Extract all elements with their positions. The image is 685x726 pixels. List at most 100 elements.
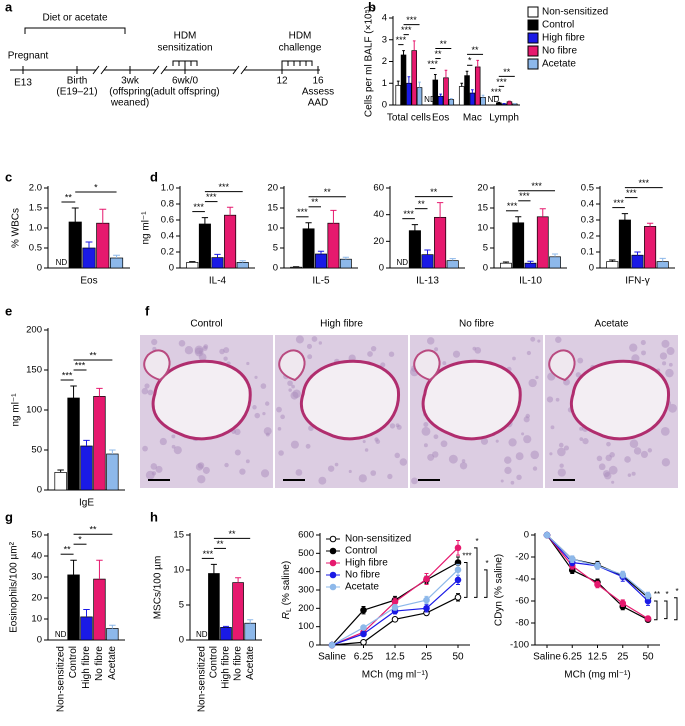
significance-label: ** bbox=[324, 187, 332, 197]
tissue-cell bbox=[661, 339, 670, 348]
tissue-cell bbox=[367, 351, 373, 357]
tissue-cell bbox=[295, 469, 303, 476]
x-tick-label: Mac bbox=[463, 113, 482, 124]
tissue-cell bbox=[579, 426, 584, 431]
y-tick-label: 0.6 bbox=[161, 215, 174, 226]
tissue-cell bbox=[374, 437, 379, 442]
y-tick-label: 10 bbox=[267, 223, 278, 234]
bar bbox=[290, 266, 303, 269]
error-bar bbox=[444, 69, 448, 78]
tissue-cell bbox=[287, 380, 293, 387]
tissue-cell bbox=[452, 350, 461, 358]
timeline-label: 12 bbox=[276, 76, 288, 87]
legend-marker bbox=[329, 535, 337, 543]
bar bbox=[406, 82, 412, 106]
bar bbox=[512, 222, 525, 269]
legend-label: No fibre bbox=[345, 570, 380, 581]
timeline-label: 6wk/0 bbox=[172, 76, 199, 87]
tissue-cell bbox=[459, 462, 468, 470]
tissue-cell bbox=[219, 348, 225, 355]
significance-label: * bbox=[665, 590, 668, 599]
bar bbox=[474, 66, 481, 106]
significance-bracket bbox=[474, 547, 478, 598]
legend-label: No fibre bbox=[542, 46, 577, 57]
x-tick-label: Control bbox=[209, 646, 220, 678]
error-bar bbox=[239, 260, 246, 263]
y-tick-label: 1 bbox=[382, 78, 387, 89]
y-axis-label: % WBCs bbox=[11, 208, 22, 248]
significance-label: *** bbox=[206, 192, 217, 202]
point bbox=[454, 594, 462, 601]
bar bbox=[106, 453, 119, 491]
y-tick-label: -20 bbox=[515, 552, 529, 563]
tissue-cell bbox=[178, 339, 186, 347]
point bbox=[360, 624, 367, 631]
tissue-cell bbox=[521, 432, 525, 436]
significance-label: *** bbox=[639, 178, 650, 188]
tissue-cell bbox=[668, 403, 678, 413]
bar bbox=[67, 397, 80, 491]
significance-bracket bbox=[464, 562, 468, 598]
significance-label: *** bbox=[193, 202, 204, 212]
significance-label: *** bbox=[626, 188, 637, 198]
tissue-cell bbox=[265, 432, 270, 437]
x-tick-label: Eos bbox=[432, 113, 449, 124]
error-bar bbox=[85, 241, 93, 248]
error-bar bbox=[646, 222, 654, 227]
error-bar bbox=[515, 216, 522, 223]
legend-swatch bbox=[527, 19, 539, 31]
tissue-cell bbox=[668, 362, 673, 367]
significance-label: *** bbox=[403, 209, 414, 219]
point bbox=[391, 598, 399, 606]
significance-bracket bbox=[674, 597, 678, 621]
error-bar bbox=[57, 469, 64, 473]
y-tick-label: 100 bbox=[26, 405, 42, 416]
bar bbox=[220, 627, 232, 641]
x-tick-label: High fibre bbox=[81, 646, 92, 689]
panel-letter: b bbox=[368, 0, 376, 14]
y-tick-label: 150 bbox=[26, 365, 42, 376]
point bbox=[454, 576, 462, 584]
tissue-cell bbox=[370, 470, 377, 476]
tissue-cell bbox=[515, 452, 524, 461]
error-bar bbox=[402, 50, 405, 55]
tissue-cell bbox=[624, 456, 631, 463]
significance-label: *** bbox=[62, 370, 73, 380]
tissue-cell bbox=[234, 428, 241, 436]
y-tick-label: 4 bbox=[382, 13, 387, 24]
significance-label: ** bbox=[216, 539, 224, 549]
bar bbox=[68, 221, 82, 269]
timeline-label: weaned) bbox=[110, 98, 149, 109]
x-tick-label: IL-10 bbox=[519, 276, 542, 287]
timeline-label: HDM bbox=[289, 31, 312, 42]
airway bbox=[151, 359, 252, 441]
bar bbox=[411, 50, 417, 106]
y-tick-label: 0 bbox=[483, 263, 488, 274]
tissue-cell bbox=[151, 338, 158, 346]
legend-marker bbox=[329, 571, 337, 579]
tissue-cell bbox=[141, 387, 149, 395]
vessel bbox=[143, 349, 171, 382]
panel-letter: d bbox=[150, 169, 158, 184]
significance-label: *** bbox=[427, 59, 438, 69]
error-bar bbox=[317, 250, 325, 254]
bar bbox=[524, 262, 537, 269]
y-tick-label: 5 bbox=[273, 243, 278, 254]
x-tick-label: Saline bbox=[318, 652, 346, 663]
y-tick-label: 20 bbox=[31, 593, 42, 604]
y-axis-label: MSCs/100 µm bbox=[153, 556, 164, 620]
y-tick-label: 30 bbox=[31, 572, 42, 583]
point bbox=[423, 605, 430, 612]
x-tick-label: 25 bbox=[421, 652, 433, 663]
bar bbox=[110, 257, 124, 269]
y-tick-label: 100 bbox=[298, 621, 314, 632]
significance-label: ** bbox=[472, 45, 480, 55]
tissue-cell bbox=[223, 356, 228, 361]
tissue-cell bbox=[641, 350, 646, 356]
significance-label: *** bbox=[496, 77, 507, 87]
tissue-cell bbox=[362, 440, 366, 444]
x-tick-label: High fibre bbox=[221, 646, 232, 689]
bar bbox=[443, 77, 449, 106]
tissue-cell bbox=[150, 463, 158, 470]
